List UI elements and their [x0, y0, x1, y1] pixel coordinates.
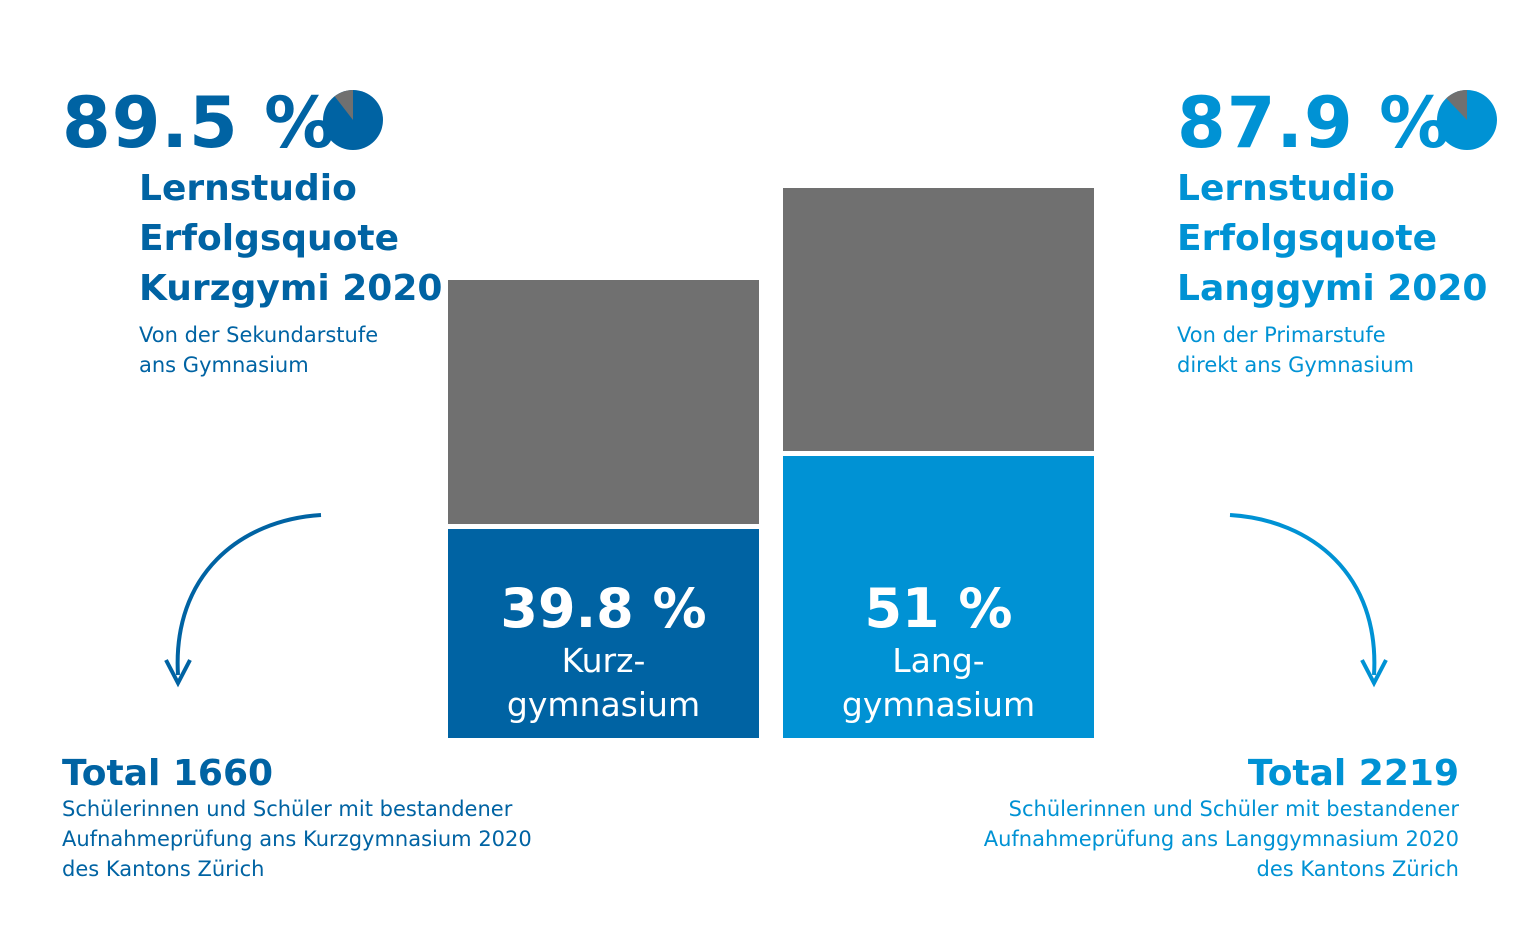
lang-bar-name-line-2: gymnasium [841, 685, 1036, 724]
kurz-subtitle: Von der Sekundarstufe ans Gymnasium [139, 320, 378, 380]
kurz-success-rate: 89.5 % [62, 82, 336, 164]
lang-heading-line-1: Lernstudio [1177, 168, 1395, 209]
kurz-subtitle-line-2: ans Gymnasium [139, 353, 309, 377]
lang-subtitle: Von der Primarstufe direkt ans Gymnasium [1177, 320, 1414, 380]
kurz-bar-rest [448, 280, 759, 524]
kurz-subtitle-line-1: Von der Sekundarstufe [139, 323, 379, 347]
kurz-total: Total 1660 [62, 753, 274, 794]
lang-heading-line-2: Erfolgsquote [1177, 218, 1438, 259]
kurz-heading-line-3: Kurzgymi 2020 [139, 268, 443, 309]
kurz-bar-value-label: 39.8 % [500, 577, 707, 640]
lang-pie-chart [1437, 90, 1497, 150]
lang-note-line-3: des Kantons Zürich [1256, 857, 1459, 881]
lang-total-note: Schülerinnen und Schüler mit bestandener… [984, 794, 1459, 884]
lang-bar-rest [783, 188, 1094, 451]
kurz-total-note: Schülerinnen und Schüler mit bestandener… [62, 794, 532, 884]
kurz-note-line-1: Schülerinnen und Schüler mit bestandener [62, 797, 513, 821]
lang-note-line-2: Aufnahmeprüfung ans Langgymnasium 2020 [983, 827, 1459, 851]
lang-total: Total 2219 [1247, 753, 1459, 794]
lang-subtitle-line-1: Von der Primarstufe [1177, 323, 1386, 347]
lang-bar-name-line-1: Lang- [892, 641, 985, 680]
lang-bar-success: 51 % Lang- gymnasium [783, 456, 1094, 738]
kurz-pie-chart [323, 90, 383, 150]
lang-pie-rest-slice [1446, 90, 1467, 120]
lang-success-rate: 87.9 % [1177, 82, 1451, 164]
lang-curved-arrow-icon [1229, 513, 1388, 688]
kurz-heading-line-2: Erfolgsquote [139, 218, 400, 259]
lang-bar-value-label: 51 % [864, 577, 1013, 640]
kurz-bar-success: 39.8 % Kurz- gymnasium [448, 529, 759, 738]
kurz-bar-name-line-1: Kurz- [561, 641, 646, 680]
kurz-heading-line-1: Lernstudio [139, 168, 357, 209]
kurz-note-line-2: Aufnahmeprüfung ans Kurzgymnasium 2020 [62, 827, 532, 851]
kurz-pie-rest-slice [334, 90, 353, 120]
lang-note-line-1: Schülerinnen und Schüler mit bestandener [1008, 797, 1459, 821]
lang-subtitle-line-2: direkt ans Gymnasium [1177, 353, 1414, 377]
lang-heading: Lernstudio Erfolgsquote Langgymi 2020 [1177, 164, 1487, 314]
lang-heading-line-3: Langgymi 2020 [1177, 268, 1488, 309]
kurz-bar-name-line-2: gymnasium [506, 685, 701, 724]
kurz-heading: Lernstudio Erfolgsquote Kurzgymi 2020 [139, 164, 442, 314]
kurz-curved-arrow-icon [164, 513, 322, 688]
kurz-note-line-3: des Kantons Zürich [62, 857, 265, 881]
